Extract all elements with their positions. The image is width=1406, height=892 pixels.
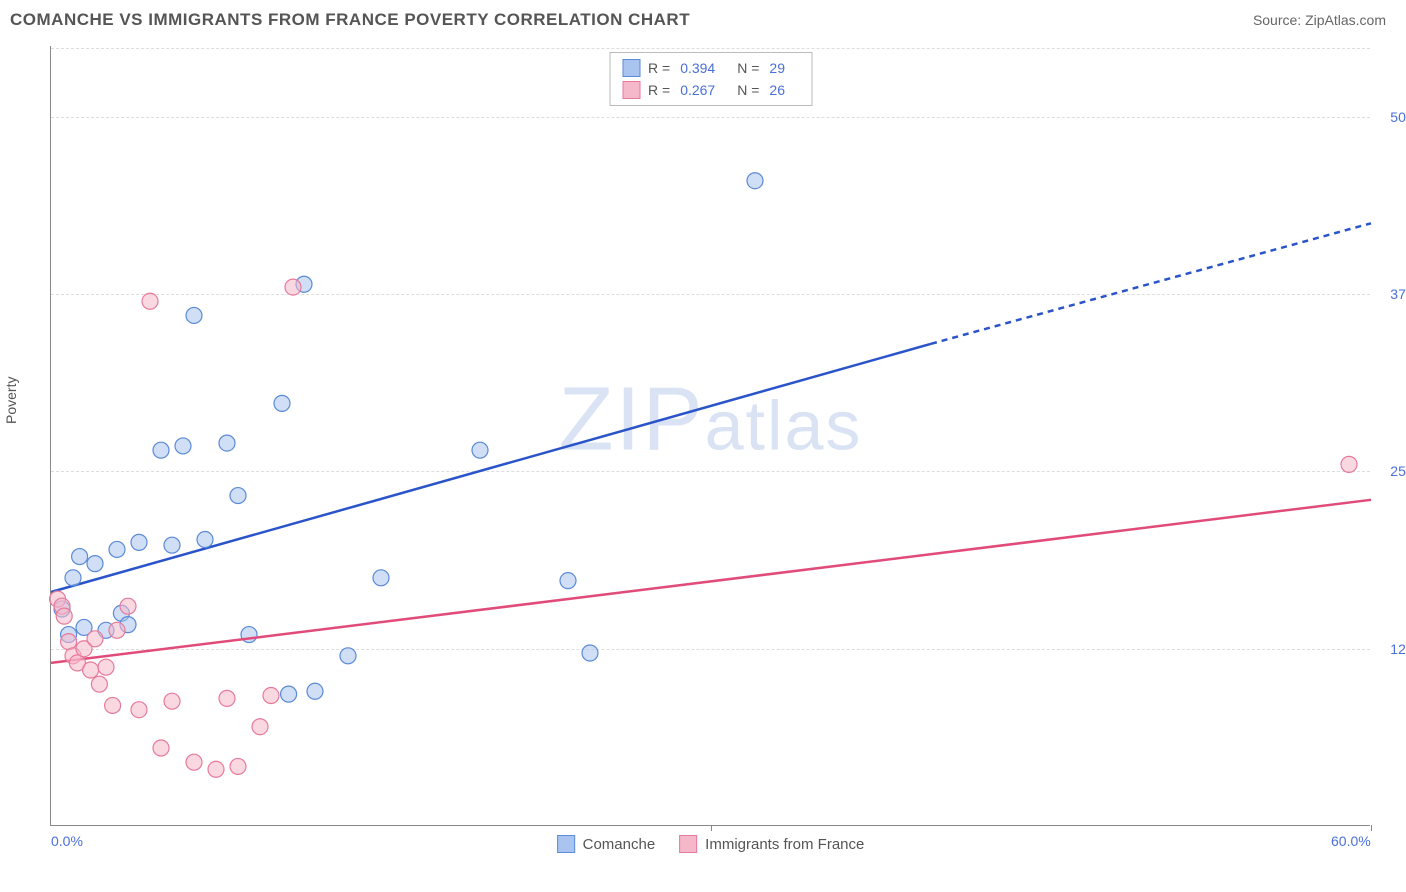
x-tick-label: 0.0%	[51, 833, 83, 849]
chart-area: Poverty ZIPatlas 12.5%25.0%37.5%50.0% R …	[50, 46, 1370, 826]
y-tick-label: 25.0%	[1390, 463, 1406, 479]
legend-r-label-0: R =	[648, 60, 670, 76]
legend-bottom: Comanche Immigrants from France	[557, 835, 865, 853]
legend-top-row-0: R = 0.394 N = 29	[622, 57, 799, 79]
header: COMANCHE VS IMMIGRANTS FROM FRANCE POVER…	[0, 0, 1406, 36]
legend-bottom-item-0: Comanche	[557, 835, 656, 853]
legend-swatch-0	[622, 59, 640, 77]
legend-bottom-swatch-1	[679, 835, 697, 853]
y-tick-label: 37.5%	[1390, 286, 1406, 302]
legend-n-label-1: N =	[737, 82, 759, 98]
legend-n-label-0: N =	[737, 60, 759, 76]
legend-r-label-1: R =	[648, 82, 670, 98]
legend-top: R = 0.394 N = 29 R = 0.267 N = 26	[609, 52, 812, 106]
legend-top-row-1: R = 0.267 N = 26	[622, 79, 799, 101]
legend-bottom-item-1: Immigrants from France	[679, 835, 864, 853]
legend-r-value-0: 0.394	[680, 60, 715, 76]
legend-n-value-0: 29	[769, 60, 785, 76]
source-label: Source: ZipAtlas.com	[1253, 12, 1386, 28]
legend-bottom-swatch-0	[557, 835, 575, 853]
y-tick-label: 50.0%	[1390, 109, 1406, 125]
chart-title: COMANCHE VS IMMIGRANTS FROM FRANCE POVER…	[10, 10, 690, 30]
x-tick-label: 60.0%	[1331, 833, 1371, 849]
legend-bottom-label-0: Comanche	[583, 836, 656, 853]
plot-svg	[51, 46, 1370, 825]
legend-n-value-1: 26	[769, 82, 785, 98]
legend-swatch-1	[622, 81, 640, 99]
legend-r-value-1: 0.267	[680, 82, 715, 98]
y-axis-label: Poverty	[3, 376, 19, 423]
legend-bottom-label-1: Immigrants from France	[705, 836, 864, 853]
y-tick-label: 12.5%	[1390, 641, 1406, 657]
